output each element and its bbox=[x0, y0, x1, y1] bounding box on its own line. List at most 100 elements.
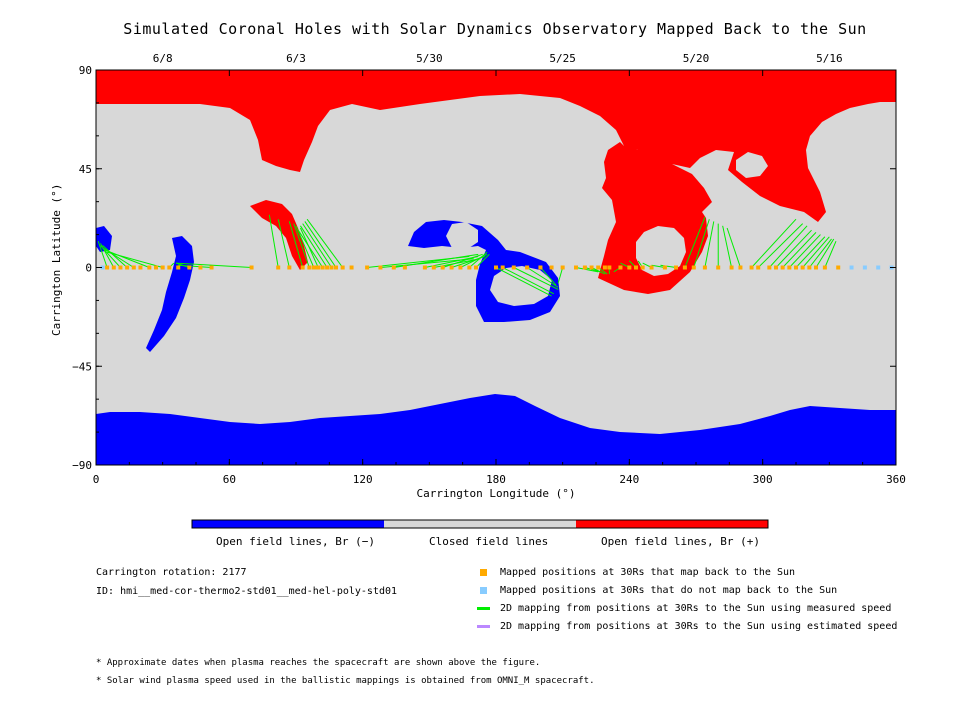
mapped-point bbox=[402, 265, 407, 270]
mapped-point bbox=[340, 265, 345, 270]
mapped-point bbox=[138, 265, 143, 270]
model-id: ID: hmi__med-cor-thermo2-std01__med-hel-… bbox=[96, 586, 398, 597]
mapping-line bbox=[684, 216, 706, 268]
mapped-point bbox=[147, 265, 152, 270]
legend-label-measured: 2D mapping from positions at 30Rs to the… bbox=[500, 603, 892, 614]
date-tick-label: 6/3 bbox=[286, 52, 306, 65]
mapped-point bbox=[574, 265, 578, 270]
legend-label-estimated: 2D mapping from positions at 30Rs to the… bbox=[500, 621, 898, 632]
mapping-line bbox=[591, 267, 606, 275]
mapped-points bbox=[100, 265, 894, 270]
x-tick-label: 0 bbox=[93, 473, 100, 486]
mapping-line bbox=[495, 267, 552, 297]
mapping-line bbox=[102, 245, 128, 268]
mapped-point bbox=[729, 265, 734, 270]
colorbar-label-closed: Closed field lines bbox=[429, 535, 549, 548]
mapping-line bbox=[782, 232, 817, 268]
mapped-point bbox=[160, 265, 165, 270]
mapped-point bbox=[325, 265, 330, 270]
mapped-point bbox=[800, 265, 805, 270]
colorbar-negative bbox=[192, 520, 384, 528]
mapped-point bbox=[807, 265, 812, 270]
colorbar-label-negative: Open field lines, Br (−) bbox=[216, 535, 375, 548]
mapped-point bbox=[105, 265, 110, 270]
mapping-line bbox=[651, 264, 665, 268]
x-tick-label: 240 bbox=[619, 473, 639, 486]
mapped-point bbox=[320, 265, 325, 270]
mapped-point bbox=[125, 265, 130, 270]
axes: 0 60 120 180 240 300 360 90 45 0 −45 −90 6/8 6/3 5/30 5… bbox=[72, 52, 906, 486]
mapped-point bbox=[589, 265, 594, 270]
mapping-line bbox=[442, 253, 483, 268]
y-tick-label: 45 bbox=[79, 163, 92, 176]
mapping-line bbox=[300, 225, 328, 268]
mapping-line bbox=[768, 225, 808, 268]
mapping-line bbox=[788, 234, 821, 268]
mapping-line bbox=[178, 264, 212, 268]
x-axis-label: Carrington Longitude (°) bbox=[416, 487, 576, 500]
chart-title: Simulated Coronal Holes with Solar Dynam… bbox=[123, 20, 867, 38]
mapped-point bbox=[276, 265, 281, 270]
mapped-point bbox=[176, 265, 181, 270]
mapped-point bbox=[749, 265, 754, 270]
footnote-dates: * Approximate dates when plasma reaches … bbox=[96, 658, 541, 668]
mapping-line bbox=[297, 229, 324, 268]
mapping-line bbox=[751, 218, 797, 268]
mapped-point bbox=[474, 265, 478, 270]
mapped-point bbox=[167, 265, 172, 270]
mapped-point bbox=[596, 265, 601, 270]
mapping-line bbox=[295, 225, 315, 268]
mapping-line bbox=[277, 219, 290, 268]
mapped-point bbox=[329, 265, 334, 270]
mapping-line bbox=[393, 253, 479, 268]
unmapped-point bbox=[862, 265, 867, 270]
legend-line-measured bbox=[477, 607, 490, 610]
mapped-point bbox=[814, 265, 818, 270]
mapped-point bbox=[365, 265, 370, 270]
positive-patch-west bbox=[250, 200, 308, 270]
mapping-line bbox=[100, 245, 121, 268]
mapping-line bbox=[268, 214, 279, 268]
mapped-point bbox=[787, 265, 792, 270]
mapped-point bbox=[716, 265, 721, 270]
mapping-line bbox=[304, 221, 337, 268]
x-tick-label: 120 bbox=[353, 473, 373, 486]
mapping-line bbox=[757, 223, 804, 268]
mapped-point bbox=[118, 265, 123, 270]
mapping-line bbox=[824, 240, 837, 268]
mapped-point bbox=[822, 265, 827, 270]
mapping-line bbox=[502, 267, 555, 295]
mapped-point bbox=[314, 265, 318, 270]
y-tick-label: −90 bbox=[72, 459, 92, 472]
mapping-line bbox=[469, 251, 488, 268]
mapped-point bbox=[458, 265, 463, 270]
mapping-line bbox=[575, 267, 599, 273]
mapping-line bbox=[726, 227, 741, 268]
mapped-point bbox=[334, 265, 338, 270]
legend-marker-mapped bbox=[480, 569, 487, 576]
mapped-point bbox=[602, 265, 607, 270]
mapping-line bbox=[526, 267, 559, 288]
mapped-point bbox=[691, 265, 696, 270]
legend-marker-unmapped bbox=[480, 587, 487, 594]
mapped-point bbox=[311, 265, 316, 270]
x-tick-label: 60 bbox=[223, 473, 236, 486]
mapped-point bbox=[198, 265, 203, 270]
date-tick-label: 6/8 bbox=[153, 52, 173, 65]
mapping-line bbox=[175, 262, 252, 268]
mapping-line bbox=[693, 219, 710, 268]
mapped-point bbox=[440, 265, 445, 270]
mapped-point bbox=[249, 265, 254, 270]
y-axis-label: Carrington Latitude (°) bbox=[50, 183, 63, 336]
mapped-point bbox=[449, 265, 454, 270]
north-polar-hole bbox=[96, 70, 896, 294]
y-tick-label: 90 bbox=[79, 64, 92, 77]
mapped-point bbox=[774, 265, 778, 270]
legend-label-mapped: Mapped positions at 30Rs that map back t… bbox=[500, 567, 796, 578]
date-tick-label: 5/30 bbox=[416, 52, 443, 65]
mapped-point bbox=[634, 265, 638, 270]
mapped-point bbox=[391, 265, 396, 270]
mapped-point bbox=[187, 265, 192, 270]
mapped-point bbox=[549, 265, 554, 270]
mapped-point bbox=[316, 265, 321, 270]
